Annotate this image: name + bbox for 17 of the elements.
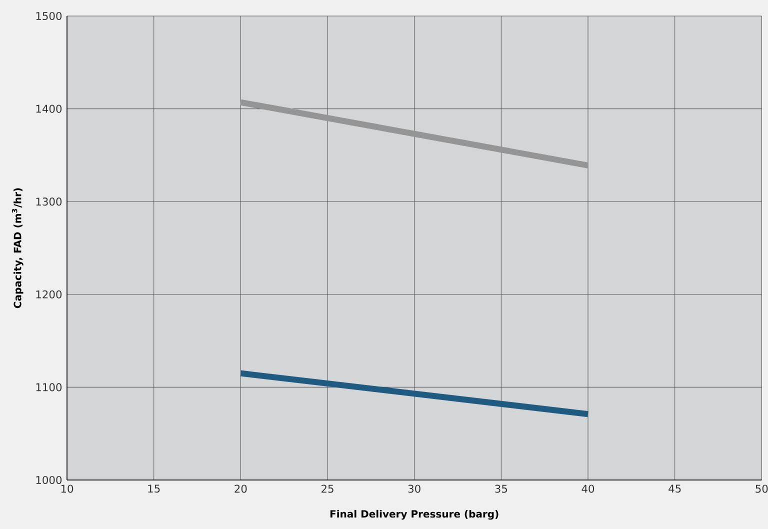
y-axis-title: Capacity, FAD (m$^{3}$/hr) — [12, 188, 24, 308]
x-tick-label: 20 — [234, 484, 247, 493]
x-tick-label: 25 — [321, 484, 334, 493]
x-tick-label: 40 — [582, 484, 594, 493]
x-tick-label: 35 — [495, 484, 508, 493]
y-tick-label: 1400 — [36, 104, 62, 113]
y-tick-label: 1300 — [36, 198, 62, 206]
x-tick-label: 10 — [61, 484, 74, 493]
x-tick-label: 30 — [408, 484, 420, 493]
y-tick-label: 1200 — [36, 290, 62, 298]
y-tick-label: 1100 — [36, 383, 62, 392]
y-tick-label: 1500 — [36, 12, 62, 20]
y-tick-label: 1000 — [36, 476, 62, 484]
x-axis-title: Final Delivery Pressure (barg) — [330, 510, 498, 520]
x-tick-label: 45 — [668, 484, 681, 493]
x-tick-label: 15 — [148, 484, 160, 493]
x-tick-label: 50 — [756, 484, 768, 493]
